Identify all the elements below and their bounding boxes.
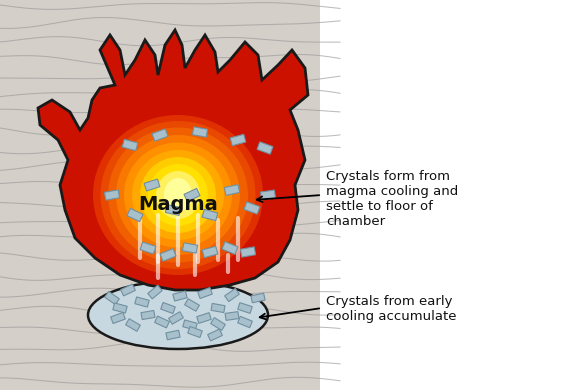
Polygon shape [260,190,276,200]
Polygon shape [121,284,135,296]
Polygon shape [152,129,168,141]
Polygon shape [160,249,176,261]
Polygon shape [238,316,252,328]
Polygon shape [122,139,138,151]
Polygon shape [257,142,273,154]
Polygon shape [105,190,120,200]
Polygon shape [251,293,265,303]
Ellipse shape [132,150,224,240]
Polygon shape [126,319,140,331]
Polygon shape [169,312,183,324]
Polygon shape [183,320,197,330]
Polygon shape [202,246,218,258]
Polygon shape [141,310,155,319]
Polygon shape [113,303,127,313]
Polygon shape [184,188,200,202]
Polygon shape [225,288,239,301]
Polygon shape [38,30,308,290]
Polygon shape [140,242,156,254]
Text: Magma: Magma [138,195,218,214]
Text: Crystals from early
cooling accumulate: Crystals from early cooling accumulate [326,295,457,323]
Polygon shape [238,303,252,313]
Polygon shape [127,208,143,222]
Polygon shape [187,326,202,337]
Polygon shape [211,303,225,312]
Polygon shape [192,127,207,137]
Polygon shape [208,329,223,341]
Ellipse shape [156,171,200,219]
Polygon shape [144,179,160,191]
Polygon shape [161,303,175,314]
Ellipse shape [108,128,248,262]
Bar [0,0,320,390]
Polygon shape [225,312,239,320]
Polygon shape [198,287,213,298]
Ellipse shape [116,135,240,255]
Polygon shape [105,291,119,305]
Polygon shape [111,312,126,324]
Polygon shape [211,317,225,330]
Polygon shape [182,243,197,253]
Polygon shape [230,134,246,146]
Polygon shape [222,242,238,254]
Polygon shape [173,291,187,301]
Polygon shape [148,285,162,299]
Polygon shape [155,316,169,328]
Polygon shape [224,184,239,195]
Ellipse shape [100,121,256,269]
Polygon shape [166,330,180,340]
Polygon shape [165,205,180,215]
Polygon shape [202,209,218,221]
Ellipse shape [140,157,216,233]
Ellipse shape [148,164,208,226]
Ellipse shape [164,178,192,212]
Polygon shape [185,299,199,311]
Ellipse shape [124,142,232,248]
Polygon shape [244,202,260,214]
Ellipse shape [88,281,268,349]
Polygon shape [241,247,256,257]
Text: Crystals form from
magma cooling and
settle to floor of
chamber: Crystals form from magma cooling and set… [326,170,458,228]
Polygon shape [135,297,149,307]
Ellipse shape [93,115,263,275]
Polygon shape [197,313,211,323]
